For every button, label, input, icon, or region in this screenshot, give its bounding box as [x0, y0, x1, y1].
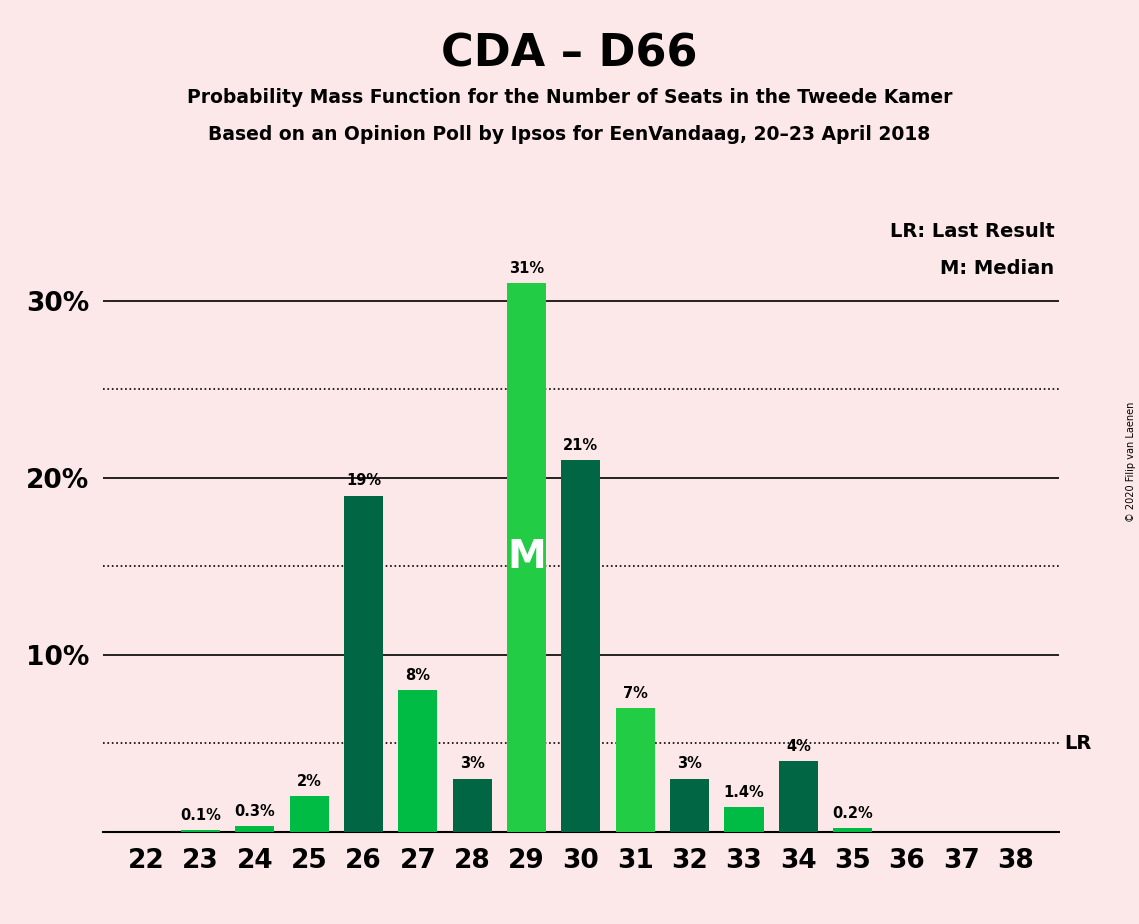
Bar	[616, 708, 655, 832]
Text: 21%: 21%	[564, 438, 598, 453]
Bar	[452, 779, 492, 832]
Text: 3%: 3%	[460, 757, 484, 772]
Text: 0.2%: 0.2%	[833, 806, 874, 821]
Text: CDA – D66: CDA – D66	[441, 32, 698, 76]
Text: 7%: 7%	[623, 686, 648, 700]
Bar	[670, 779, 710, 832]
Bar	[289, 796, 329, 832]
Text: 0.3%: 0.3%	[235, 804, 276, 820]
Text: 8%: 8%	[405, 668, 431, 683]
Text: 3%: 3%	[678, 757, 702, 772]
Text: LR: LR	[1064, 734, 1091, 753]
Bar	[181, 830, 220, 832]
Text: © 2020 Filip van Laenen: © 2020 Filip van Laenen	[1126, 402, 1136, 522]
Text: 19%: 19%	[346, 473, 382, 489]
Bar	[562, 460, 600, 832]
Bar	[399, 690, 437, 832]
Text: 31%: 31%	[509, 261, 544, 276]
Bar	[344, 495, 383, 832]
Text: M: M	[507, 539, 546, 577]
Text: 0.1%: 0.1%	[180, 808, 221, 822]
Text: Based on an Opinion Poll by Ipsos for EenVandaag, 20–23 April 2018: Based on an Opinion Poll by Ipsos for Ee…	[208, 125, 931, 144]
Text: M: Median: M: Median	[941, 259, 1055, 278]
Bar	[779, 760, 818, 832]
Bar	[235, 826, 274, 832]
Bar	[833, 828, 872, 832]
Text: Probability Mass Function for the Number of Seats in the Tweede Kamer: Probability Mass Function for the Number…	[187, 88, 952, 107]
Text: 1.4%: 1.4%	[723, 784, 764, 800]
Text: 4%: 4%	[786, 739, 811, 754]
Bar	[507, 284, 546, 832]
Text: 2%: 2%	[296, 774, 321, 789]
Text: LR: Last Result: LR: Last Result	[890, 222, 1055, 241]
Bar	[724, 807, 763, 832]
